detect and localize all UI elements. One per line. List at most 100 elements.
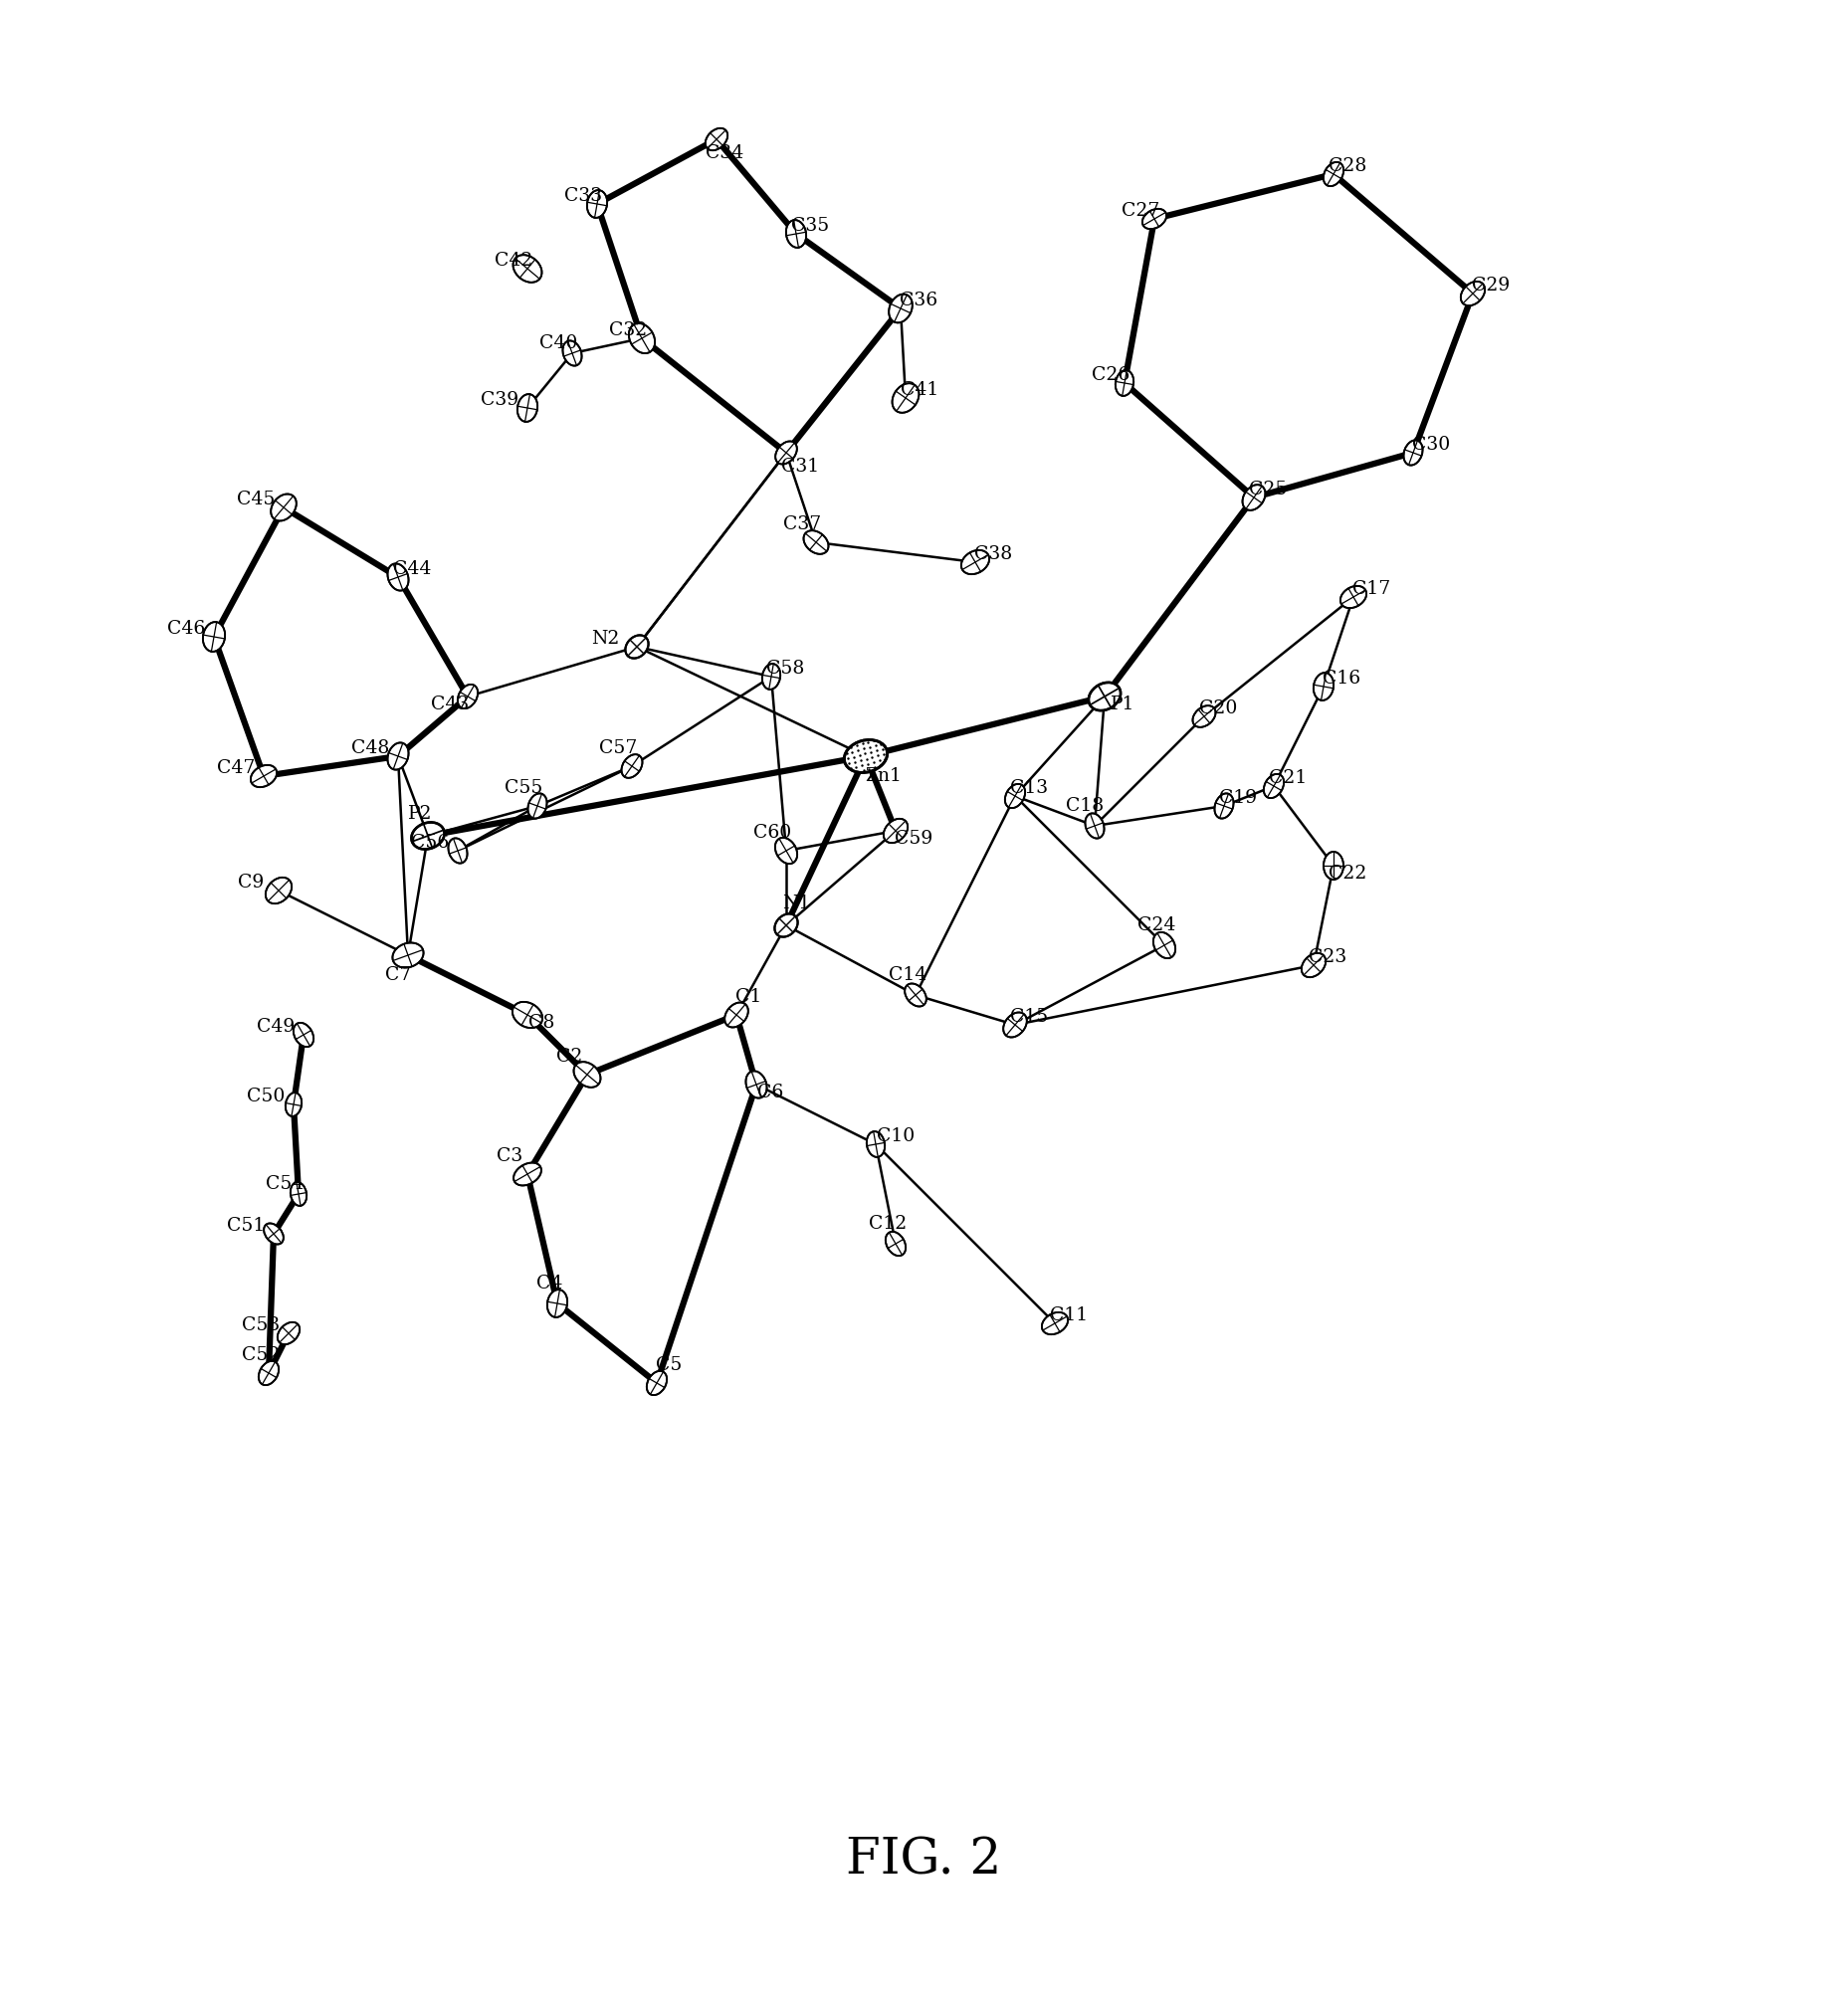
Ellipse shape: [449, 838, 468, 864]
Text: C31: C31: [782, 458, 819, 476]
Ellipse shape: [1214, 794, 1234, 818]
Ellipse shape: [458, 685, 479, 708]
Ellipse shape: [388, 742, 408, 770]
Text: Zn1: Zn1: [865, 766, 902, 784]
Text: C22: C22: [1329, 864, 1366, 884]
Ellipse shape: [547, 1290, 567, 1317]
Text: C28: C28: [1329, 157, 1366, 175]
Ellipse shape: [1264, 774, 1284, 798]
Ellipse shape: [785, 221, 806, 247]
Text: C18: C18: [1066, 796, 1103, 816]
Ellipse shape: [512, 1001, 543, 1029]
Ellipse shape: [625, 635, 649, 659]
Text: C40: C40: [540, 334, 577, 352]
Ellipse shape: [647, 1371, 667, 1395]
Ellipse shape: [1085, 814, 1103, 838]
Text: C32: C32: [608, 320, 647, 338]
Text: C27: C27: [1122, 203, 1159, 219]
Ellipse shape: [774, 913, 798, 937]
Ellipse shape: [893, 384, 918, 412]
Text: C20: C20: [1199, 700, 1236, 716]
Text: C5: C5: [656, 1357, 682, 1373]
Text: C2: C2: [556, 1047, 582, 1067]
Ellipse shape: [1301, 953, 1325, 977]
Text: C43: C43: [431, 696, 469, 714]
Text: C23: C23: [1308, 949, 1347, 967]
Text: C60: C60: [754, 824, 791, 842]
Ellipse shape: [883, 818, 907, 844]
Text: C7: C7: [384, 967, 412, 983]
Text: C34: C34: [706, 145, 743, 163]
Ellipse shape: [961, 549, 989, 575]
Text: C15: C15: [1011, 1007, 1048, 1027]
Text: C51: C51: [227, 1216, 264, 1234]
Text: C33: C33: [564, 187, 602, 205]
Ellipse shape: [1042, 1311, 1068, 1335]
Text: C54: C54: [266, 1174, 303, 1192]
Ellipse shape: [1088, 683, 1120, 710]
Ellipse shape: [1323, 852, 1343, 880]
Ellipse shape: [517, 394, 538, 422]
Ellipse shape: [776, 442, 796, 464]
Text: P1: P1: [1111, 696, 1135, 714]
Ellipse shape: [1460, 281, 1486, 306]
Text: C56: C56: [410, 834, 449, 852]
Text: C46: C46: [166, 621, 205, 637]
Ellipse shape: [1404, 440, 1423, 466]
Ellipse shape: [392, 943, 423, 967]
Ellipse shape: [889, 295, 913, 322]
Ellipse shape: [1003, 1013, 1027, 1037]
Text: C8: C8: [529, 1015, 554, 1031]
Ellipse shape: [747, 1071, 767, 1098]
Text: C14: C14: [889, 967, 926, 983]
Ellipse shape: [529, 794, 547, 818]
Ellipse shape: [285, 1093, 301, 1116]
Ellipse shape: [621, 754, 643, 778]
Ellipse shape: [277, 1321, 299, 1345]
Ellipse shape: [1142, 209, 1166, 229]
Text: C47: C47: [216, 758, 255, 776]
Ellipse shape: [867, 1132, 885, 1156]
Ellipse shape: [272, 494, 296, 521]
Ellipse shape: [294, 1023, 314, 1047]
Ellipse shape: [1323, 161, 1343, 187]
Text: C37: C37: [784, 515, 821, 533]
Text: C26: C26: [1092, 366, 1129, 384]
Ellipse shape: [259, 1361, 279, 1385]
Text: C1: C1: [736, 987, 761, 1007]
Ellipse shape: [774, 838, 796, 864]
Ellipse shape: [1242, 486, 1266, 509]
Text: C3: C3: [497, 1146, 523, 1164]
Text: C25: C25: [1249, 480, 1286, 498]
Ellipse shape: [906, 983, 926, 1007]
Text: C11: C11: [1050, 1305, 1088, 1325]
Text: C6: C6: [758, 1083, 784, 1102]
Text: FIG. 2: FIG. 2: [846, 1837, 1002, 1885]
Ellipse shape: [588, 191, 608, 217]
Text: C39: C39: [480, 390, 519, 410]
Text: C16: C16: [1323, 669, 1360, 689]
Ellipse shape: [412, 822, 444, 850]
Text: C21: C21: [1270, 768, 1307, 786]
Ellipse shape: [266, 878, 292, 903]
Text: C42: C42: [495, 251, 532, 269]
Ellipse shape: [804, 531, 828, 553]
Ellipse shape: [706, 127, 728, 151]
Text: C45: C45: [237, 490, 275, 507]
Text: C38: C38: [974, 545, 1013, 563]
Text: C53: C53: [242, 1317, 279, 1333]
Ellipse shape: [761, 665, 780, 689]
Ellipse shape: [1192, 706, 1216, 726]
Text: C49: C49: [257, 1019, 294, 1035]
Text: C44: C44: [394, 561, 431, 577]
Ellipse shape: [388, 563, 408, 591]
Text: C55: C55: [505, 778, 543, 796]
Text: C36: C36: [900, 291, 937, 308]
Ellipse shape: [573, 1063, 601, 1087]
Text: C30: C30: [1412, 436, 1451, 454]
Ellipse shape: [628, 322, 654, 354]
Text: C50: C50: [246, 1087, 285, 1106]
Ellipse shape: [845, 740, 887, 772]
Ellipse shape: [290, 1182, 307, 1206]
Ellipse shape: [1116, 370, 1133, 396]
